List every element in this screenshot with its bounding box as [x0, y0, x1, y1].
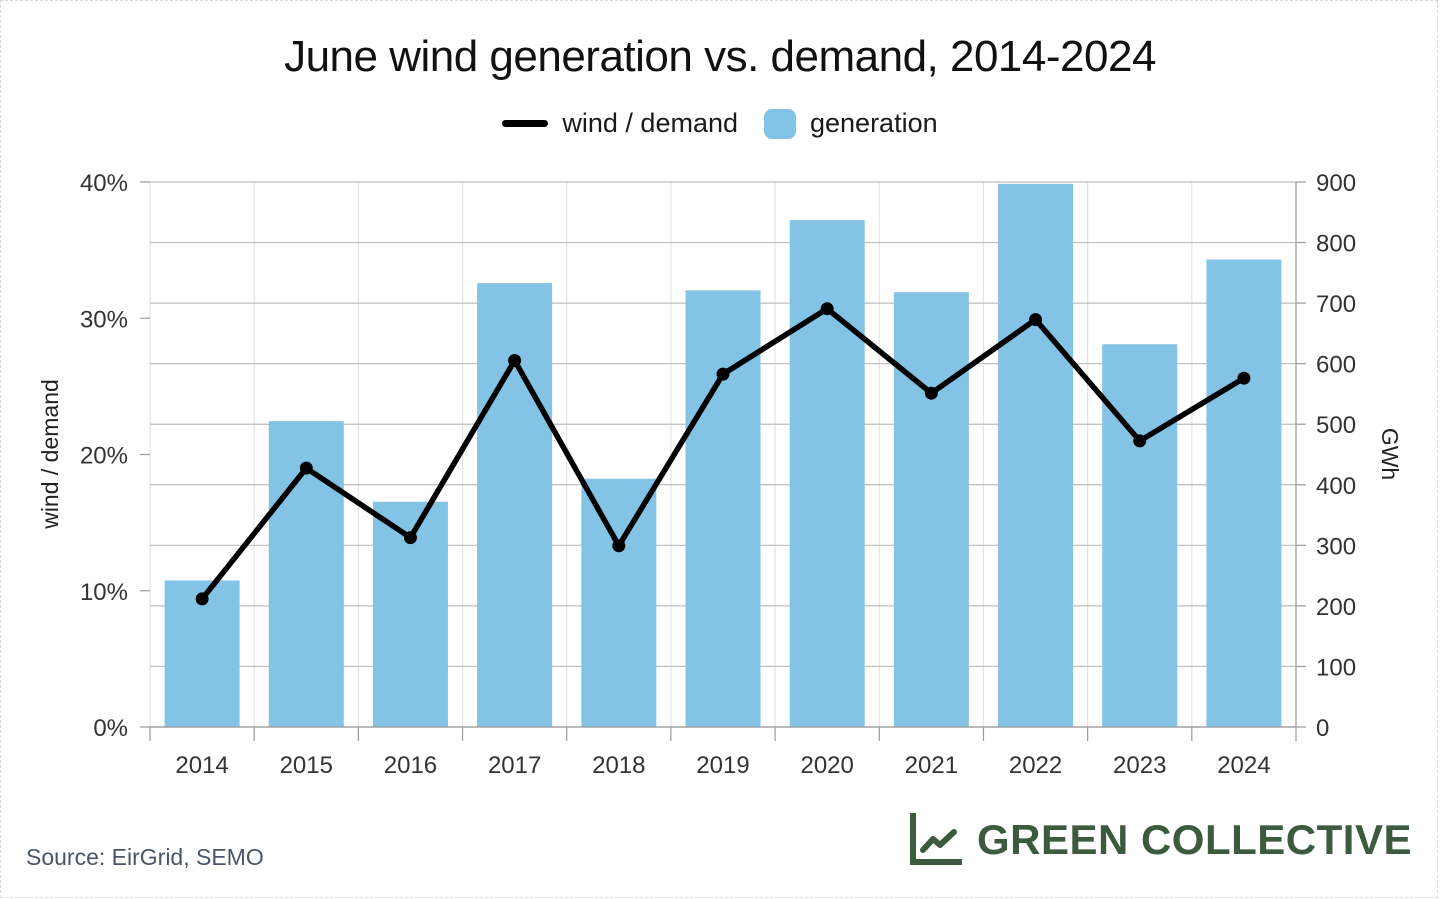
x-axis-tick-label: 2016 — [384, 752, 437, 779]
wind-demand-point — [924, 386, 938, 400]
right-axis-tick-label: 0 — [1316, 715, 1329, 742]
wind-demand-point — [508, 353, 522, 367]
legend-swatch-line — [502, 120, 549, 127]
right-axis-tick-label: 900 — [1316, 170, 1356, 197]
x-axis-tick-label: 2018 — [592, 752, 645, 779]
left-axis-tick-label: 0% — [93, 715, 128, 742]
left-axis-title: wind / demand — [37, 379, 63, 530]
brand-logo: GREEN COLLECTIVE — [907, 812, 1412, 868]
right-axis-tick-label: 600 — [1316, 352, 1356, 379]
right-axis-tick-label: 400 — [1316, 473, 1356, 500]
generation-bar — [893, 292, 969, 727]
wind-demand-point — [820, 302, 834, 316]
wind-demand-point — [1029, 313, 1043, 327]
x-axis-tick-label: 2023 — [1113, 752, 1166, 779]
wind-demand-point — [195, 592, 209, 606]
left-axis-tick-label: 40% — [80, 170, 128, 197]
wind-demand-point — [1133, 434, 1147, 448]
legend-swatch-bar — [764, 108, 796, 139]
x-axis-tick-label: 2022 — [1009, 752, 1062, 779]
wind-demand-point — [612, 539, 626, 553]
generation-bar — [1102, 344, 1178, 727]
source-note: Source: EirGrid, SEMO — [26, 844, 264, 870]
left-axis-tick-label: 10% — [80, 579, 128, 606]
left-axis-tick-label: 20% — [80, 443, 128, 470]
right-axis-tick-label: 100 — [1316, 654, 1356, 681]
legend-label-bar: generation — [810, 108, 938, 138]
right-axis-tick-label: 800 — [1316, 231, 1356, 258]
legend-label-line: wind / demand — [562, 108, 738, 138]
right-axis-tick-label: 300 — [1316, 533, 1356, 560]
generation-bar — [789, 220, 865, 727]
generation-bar — [998, 183, 1074, 728]
x-axis-tick-label: 2019 — [696, 752, 749, 779]
brand-name: GREEN COLLECTIVE — [976, 816, 1412, 863]
chart-legend: wind / demand generation — [0, 108, 1440, 139]
right-axis-title: GWh — [1377, 428, 1403, 480]
right-axis-tick-label: 500 — [1316, 412, 1356, 439]
legend-item-bar: generation — [764, 108, 938, 139]
left-axis-tick-label: 30% — [80, 306, 128, 333]
wind-demand-point — [299, 461, 313, 475]
x-axis-tick-label: 2020 — [800, 752, 853, 779]
generation-bar — [581, 478, 657, 727]
wind-demand-point — [1237, 371, 1251, 385]
line-chart-icon — [909, 813, 962, 865]
x-axis-tick-label: 2024 — [1217, 752, 1270, 779]
chart-title: June wind generation vs. demand, 2014-20… — [284, 32, 1156, 81]
x-axis-tick-label: 2021 — [905, 752, 958, 779]
wind-demand-point — [403, 531, 417, 545]
generation-bar — [685, 290, 761, 727]
wind-demand-point — [716, 367, 730, 381]
x-axis-tick-label: 2014 — [175, 752, 228, 779]
generation-bar — [1206, 259, 1282, 727]
right-axis-tick-label: 200 — [1316, 594, 1356, 621]
legend-item-line: wind / demand — [502, 108, 738, 139]
right-axis-tick-label: 700 — [1316, 291, 1356, 318]
generation-bar — [477, 283, 553, 727]
x-axis-tick-label: 2015 — [280, 752, 333, 779]
x-axis-tick-label: 2017 — [488, 752, 541, 779]
